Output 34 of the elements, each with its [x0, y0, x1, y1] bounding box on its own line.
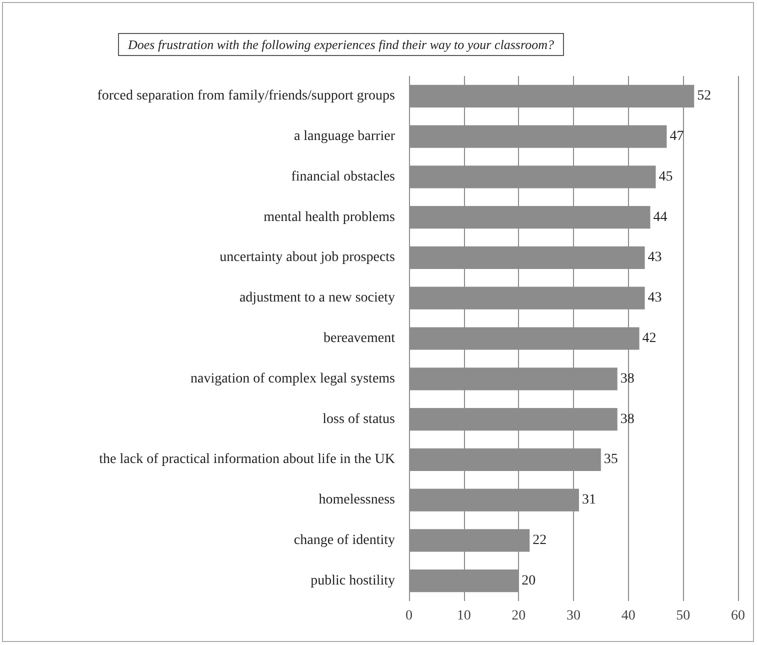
data-label: 31 [582, 492, 596, 508]
y-tick-label: forced separation from family/friends/support groups [97, 88, 395, 104]
y-tick-label: adjustment to a new society [239, 290, 395, 306]
data-label: 38 [620, 412, 634, 427]
x-tick-label: 20 [512, 608, 526, 624]
data-label: 38 [620, 371, 634, 386]
y-tick-label: mental health problems [264, 210, 395, 225]
chart-title: Does frustration with the following experiences find their way to your classroom? [127, 37, 554, 52]
y-tick-label: navigation of complex legal systems [190, 371, 395, 386]
y-tick-label: uncertainty about job prospects [220, 250, 395, 266]
x-tick-label: 50 [676, 608, 690, 624]
y-tick-label: loss of status [322, 412, 395, 427]
y-tick-label: change of identity [294, 532, 395, 548]
data-label: 47 [670, 129, 684, 144]
y-tick-label: the lack of practical information about life in the UK [99, 452, 395, 468]
y-tick-label: bereavement [323, 331, 396, 346]
data-label: 45 [658, 169, 673, 184]
data-label: 35 [604, 452, 618, 468]
data-label: 20 [522, 573, 536, 588]
data-label: 22 [532, 532, 547, 548]
x-tick-label: 10 [456, 608, 471, 624]
data-label: 52 [697, 88, 712, 104]
data-label: 43 [648, 250, 662, 266]
x-tick-label: 0 [406, 608, 412, 624]
y-tick-label: public hostility [310, 573, 395, 588]
data-label: 42 [642, 331, 656, 346]
y-tick-label: a language barrier [294, 129, 396, 144]
x-tick-label: 30 [566, 608, 580, 624]
x-tick-label: 60 [731, 608, 745, 624]
y-tick-label: homelessness [318, 492, 395, 508]
y-tick-label: financial obstacles [291, 169, 395, 184]
data-label: 43 [648, 290, 662, 306]
x-tick-label: 40 [621, 608, 636, 624]
data-label: 44 [653, 210, 668, 225]
